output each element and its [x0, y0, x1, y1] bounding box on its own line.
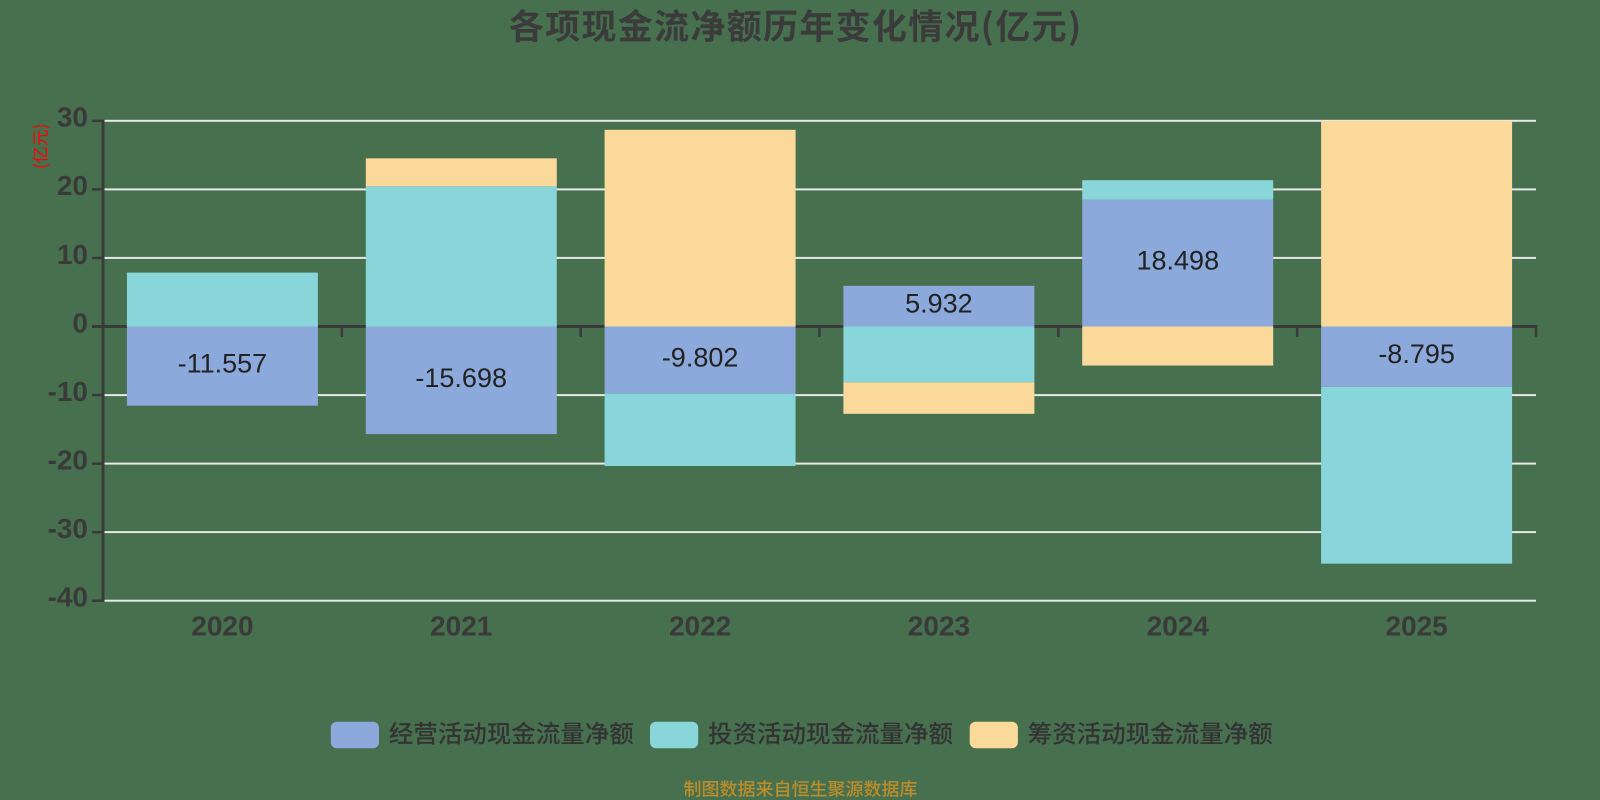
svg-text:-20: -20	[48, 444, 88, 475]
svg-text:20: 20	[57, 170, 88, 201]
svg-text:2020: 2020	[191, 610, 253, 641]
svg-text:-30: -30	[48, 513, 88, 544]
svg-text:5.932: 5.932	[905, 289, 973, 319]
svg-text:2021: 2021	[430, 610, 492, 641]
svg-text:-10: -10	[48, 376, 88, 407]
svg-text:30: 30	[57, 102, 88, 133]
svg-text:-15.698: -15.698	[415, 363, 507, 393]
svg-text:2023: 2023	[908, 610, 970, 641]
svg-text:-8.795: -8.795	[1378, 339, 1455, 369]
svg-text:-9.802: -9.802	[662, 343, 739, 373]
svg-text:0: 0	[72, 307, 88, 338]
svg-text:18.498: 18.498	[1137, 246, 1220, 276]
svg-text:2022: 2022	[669, 610, 731, 641]
svg-text:-11.557: -11.557	[178, 349, 268, 379]
svg-text:2025: 2025	[1385, 610, 1447, 641]
svg-text:2024: 2024	[1147, 610, 1210, 641]
svg-text:-40: -40	[48, 582, 88, 613]
svg-text:10: 10	[57, 239, 88, 270]
